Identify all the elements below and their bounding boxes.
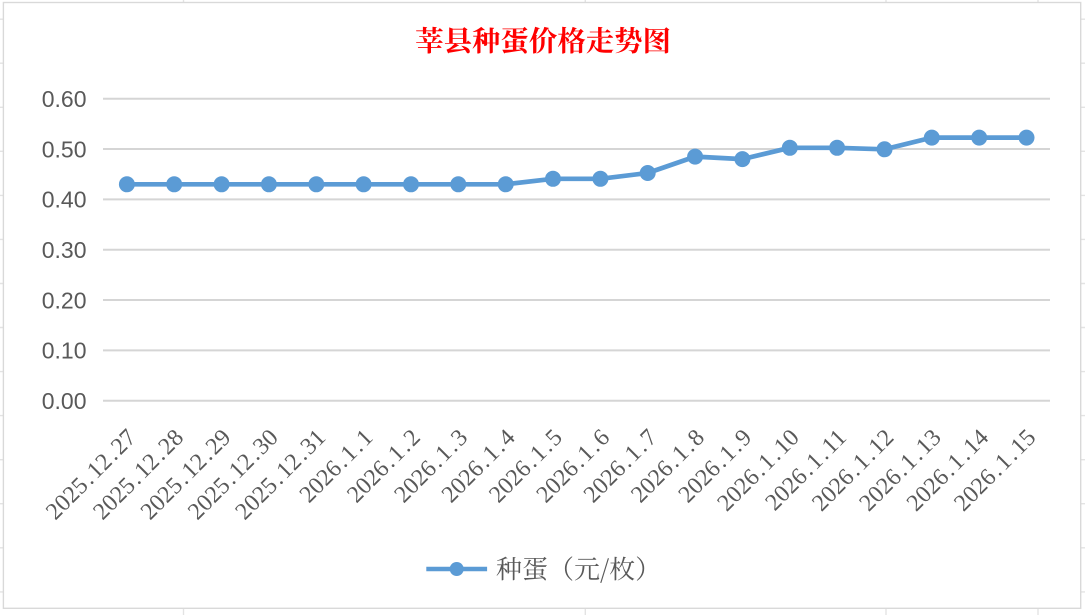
svg-text:0.20: 0.20 bbox=[42, 287, 87, 313]
svg-text:0.00: 0.00 bbox=[42, 388, 87, 414]
svg-text:0.10: 0.10 bbox=[42, 338, 87, 364]
svg-text:0.40: 0.40 bbox=[42, 187, 87, 213]
svg-text:0.30: 0.30 bbox=[42, 237, 87, 263]
svg-text:0.50: 0.50 bbox=[42, 136, 87, 162]
svg-text:0.60: 0.60 bbox=[42, 86, 87, 112]
